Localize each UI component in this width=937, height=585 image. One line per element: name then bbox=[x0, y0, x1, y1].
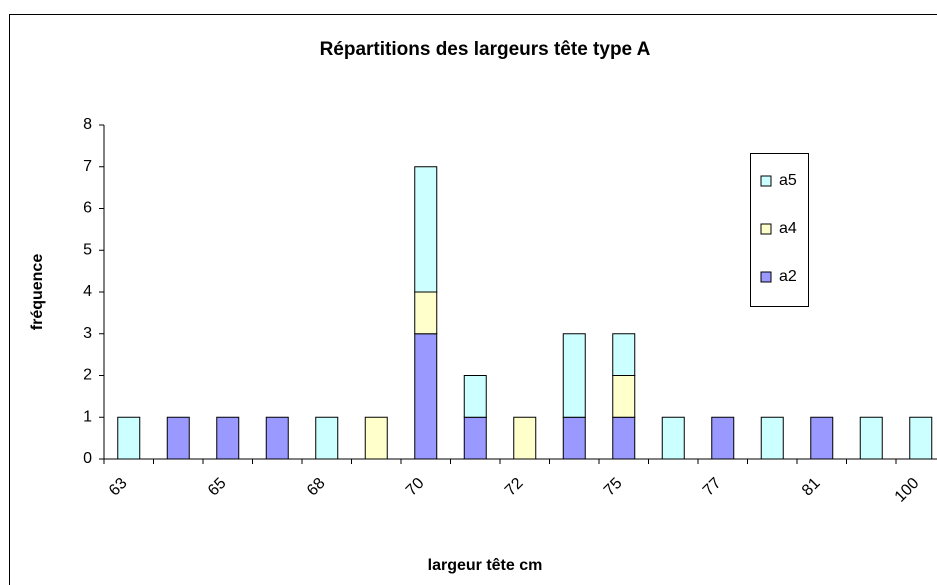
bar-segment bbox=[216, 416, 240, 460]
y-tick-label: 7 bbox=[83, 158, 92, 175]
bar-segment bbox=[414, 291, 438, 335]
y-tick-label: 8 bbox=[83, 116, 92, 133]
bar-segment bbox=[166, 416, 190, 460]
bar-segment bbox=[760, 416, 784, 460]
bar-segment bbox=[513, 416, 537, 460]
y-tick-label: 1 bbox=[83, 408, 92, 425]
x-axis-label: largeur tête cm bbox=[428, 557, 543, 574]
legend-box bbox=[750, 153, 809, 307]
bar-segment bbox=[859, 416, 883, 460]
bar-segment bbox=[463, 416, 487, 460]
y-tick-label: 3 bbox=[83, 325, 92, 342]
bar-segment bbox=[810, 416, 834, 460]
chart-title: Répartitions des largeurs tête type A bbox=[320, 39, 651, 60]
y-axis-label: fréquence bbox=[29, 254, 46, 331]
y-tick-label: 5 bbox=[83, 241, 92, 258]
bar-segment bbox=[612, 333, 636, 376]
legend-label: a5 bbox=[779, 172, 797, 189]
y-tick-label: 6 bbox=[83, 200, 92, 217]
bar-segment bbox=[414, 333, 438, 460]
bar-segment bbox=[117, 416, 141, 460]
bar-segment bbox=[711, 416, 735, 460]
y-tick-label: 0 bbox=[83, 450, 92, 467]
legend-swatch bbox=[760, 223, 772, 235]
bar-segment bbox=[661, 416, 685, 460]
legend-swatch bbox=[760, 175, 772, 187]
bar-segment bbox=[562, 333, 586, 418]
bar-segment bbox=[562, 416, 586, 460]
y-tick-label: 2 bbox=[83, 367, 92, 384]
legend-swatch bbox=[760, 271, 772, 283]
bar-segment bbox=[612, 375, 636, 418]
bar-segment bbox=[909, 416, 933, 460]
bar-segment bbox=[463, 375, 487, 418]
bar-segment bbox=[414, 166, 438, 293]
bar-segment bbox=[315, 416, 339, 460]
legend-label: a4 bbox=[779, 220, 797, 237]
bar-segment bbox=[265, 416, 289, 460]
bar-segment bbox=[612, 416, 636, 460]
bar-segment bbox=[364, 416, 388, 460]
y-tick-label: 4 bbox=[83, 283, 92, 300]
legend-label: a2 bbox=[779, 268, 797, 285]
